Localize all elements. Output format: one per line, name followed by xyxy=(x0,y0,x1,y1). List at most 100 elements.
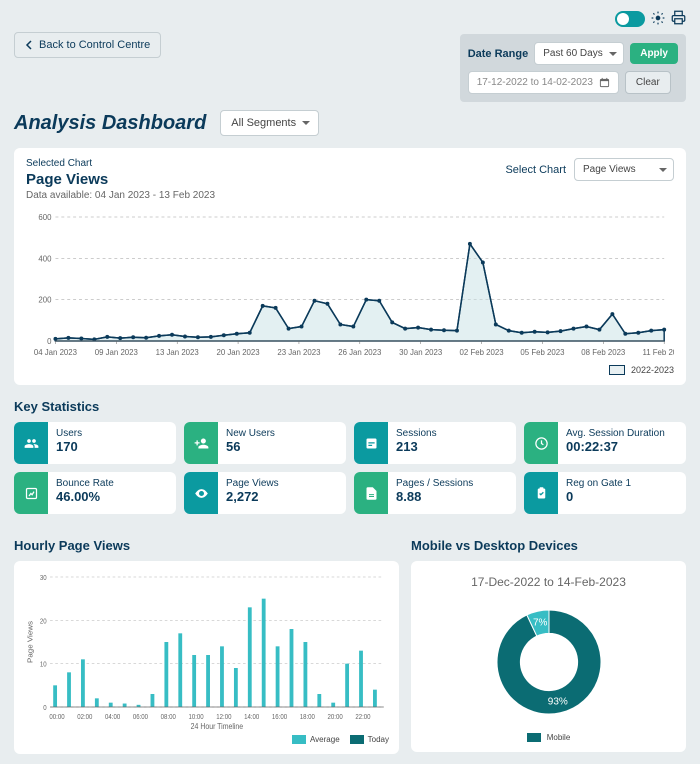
devices-subtitle: 17-Dec-2022 to 14-Feb-2023 xyxy=(421,575,676,589)
stats-grid: Users 170 New Users 56 Sessions 213 Avg.… xyxy=(14,422,686,514)
devices-card: 17-Dec-2022 to 14-Feb-2023 93% 7% Mobile xyxy=(411,561,686,752)
chart-select[interactable]: Page Views xyxy=(574,158,674,181)
svg-text:20: 20 xyxy=(40,618,47,625)
hourly-title: Hourly Page Views xyxy=(14,538,399,553)
stat-value: 8.88 xyxy=(396,489,473,504)
date-range-select[interactable]: Past 60 Days xyxy=(534,42,624,65)
clipboard-icon xyxy=(524,472,558,514)
svg-text:Page Views: Page Views xyxy=(26,621,34,663)
stat-label: Pages / Sessions xyxy=(396,478,473,489)
svg-text:16:00: 16:00 xyxy=(272,714,288,721)
segments-select[interactable]: All Segments xyxy=(220,110,319,136)
svg-text:12:00: 12:00 xyxy=(216,714,232,721)
print-button[interactable] xyxy=(671,10,686,28)
svg-text:0: 0 xyxy=(47,337,52,346)
svg-text:08 Feb 2023: 08 Feb 2023 xyxy=(581,348,626,357)
svg-text:09 Jan 2023: 09 Jan 2023 xyxy=(95,348,139,357)
svg-text:20 Jan 2023: 20 Jan 2023 xyxy=(217,348,261,357)
stat-card: Avg. Session Duration 00:22:37 xyxy=(524,422,686,464)
svg-text:14:00: 14:00 xyxy=(244,714,260,721)
svg-text:06:00: 06:00 xyxy=(133,714,149,721)
selected-chart-label: Selected Chart xyxy=(26,158,215,169)
svg-text:10: 10 xyxy=(40,661,47,668)
date-picker-value: 17-12-2022 to 14-02-2023 xyxy=(477,77,593,88)
svg-text:23 Jan 2023: 23 Jan 2023 xyxy=(277,348,321,357)
stat-card: Reg on Gate 1 0 xyxy=(524,472,686,514)
svg-text:24 Hour Timeline: 24 Hour Timeline xyxy=(191,722,243,731)
users-icon xyxy=(14,422,48,464)
stat-card: Users 170 xyxy=(14,422,176,464)
clear-button[interactable]: Clear xyxy=(625,71,671,94)
stat-label: Sessions xyxy=(396,428,437,439)
calendar-icon xyxy=(599,77,610,88)
svg-text:93%: 93% xyxy=(547,696,567,707)
bounce-icon xyxy=(14,472,48,514)
svg-text:08:00: 08:00 xyxy=(161,714,177,721)
devices-title: Mobile vs Desktop Devices xyxy=(411,538,686,553)
stat-card: Page Views 2,272 xyxy=(184,472,346,514)
stat-value: 00:22:37 xyxy=(566,439,665,454)
stat-label: Avg. Session Duration xyxy=(566,428,665,439)
svg-text:200: 200 xyxy=(38,296,52,305)
stat-label: Bounce Rate xyxy=(56,478,114,489)
stat-label: Reg on Gate 1 xyxy=(566,478,631,489)
stat-label: Users xyxy=(56,428,82,439)
theme-icon xyxy=(651,11,665,28)
date-picker[interactable]: 17-12-2022 to 14-02-2023 xyxy=(468,71,619,94)
apply-button[interactable]: Apply xyxy=(630,43,678,64)
main-chart-card: Selected Chart Page Views Data available… xyxy=(14,148,686,385)
date-range-label: Date Range xyxy=(468,48,529,60)
stat-value: 170 xyxy=(56,439,82,454)
clock-icon xyxy=(524,422,558,464)
page-title: Analysis Dashboard xyxy=(14,112,206,135)
stat-value: 2,272 xyxy=(226,489,279,504)
main-chart-legend: 2022-2023 xyxy=(26,365,674,375)
new-user-icon xyxy=(184,422,218,464)
select-chart-label: Select Chart xyxy=(505,164,566,176)
svg-text:02 Feb 2023: 02 Feb 2023 xyxy=(460,348,505,357)
svg-text:10:00: 10:00 xyxy=(188,714,204,721)
key-stats-title: Key Statistics xyxy=(14,399,686,414)
donut-legend: Mobile xyxy=(421,733,676,742)
svg-text:400: 400 xyxy=(38,254,52,263)
stat-card: Sessions 213 xyxy=(354,422,516,464)
stat-value: 56 xyxy=(226,439,275,454)
stat-card: Bounce Rate 46.00% xyxy=(14,472,176,514)
svg-text:04 Jan 2023: 04 Jan 2023 xyxy=(34,348,78,357)
svg-text:04:00: 04:00 xyxy=(105,714,121,721)
back-button[interactable]: Back to Control Centre xyxy=(14,32,161,58)
stat-card: New Users 56 xyxy=(184,422,346,464)
main-chart: 0 200 400 600 04 Jan 2023 09 Jan 2023 13 Jan 2… xyxy=(26,211,674,361)
hourly-legend: AverageToday xyxy=(24,735,389,744)
stat-value: 0 xyxy=(566,489,631,504)
data-availability: Data available: 04 Jan 2023 - 13 Feb 202… xyxy=(26,190,215,201)
stat-label: New Users xyxy=(226,428,275,439)
date-range-panel: Date Range Past 60 Days Apply 17-12-2022… xyxy=(460,34,686,102)
back-label: Back to Control Centre xyxy=(39,39,150,51)
svg-text:30 Jan 2023: 30 Jan 2023 xyxy=(399,348,443,357)
page-icon xyxy=(354,472,388,514)
theme-toggle[interactable] xyxy=(615,11,645,27)
sessions-icon xyxy=(354,422,388,464)
hourly-chart: 0102030Page Views00:0002:0004:0006:0008:… xyxy=(24,571,389,731)
svg-text:00:00: 00:00 xyxy=(49,714,65,721)
stat-value: 46.00% xyxy=(56,489,114,504)
chart-title: Page Views xyxy=(26,171,215,188)
eye-icon xyxy=(184,472,218,514)
svg-text:26 Jan 2023: 26 Jan 2023 xyxy=(338,348,382,357)
svg-text:02:00: 02:00 xyxy=(77,714,93,721)
svg-text:22:00: 22:00 xyxy=(355,714,371,721)
stat-value: 213 xyxy=(396,439,437,454)
svg-text:18:00: 18:00 xyxy=(300,714,316,721)
svg-text:13 Jan 2023: 13 Jan 2023 xyxy=(156,348,200,357)
hourly-card: 0102030Page Views00:0002:0004:0006:0008:… xyxy=(14,561,399,754)
svg-text:30: 30 xyxy=(40,575,47,582)
svg-text:11 Feb 2023: 11 Feb 2023 xyxy=(642,348,674,357)
svg-text:20:00: 20:00 xyxy=(328,714,344,721)
chevron-left-icon xyxy=(25,40,33,50)
svg-text:600: 600 xyxy=(38,213,52,222)
svg-text:7%: 7% xyxy=(532,618,547,629)
donut-chart: 93% 7% xyxy=(474,597,624,727)
stat-label: Page Views xyxy=(226,478,279,489)
stat-card: Pages / Sessions 8.88 xyxy=(354,472,516,514)
